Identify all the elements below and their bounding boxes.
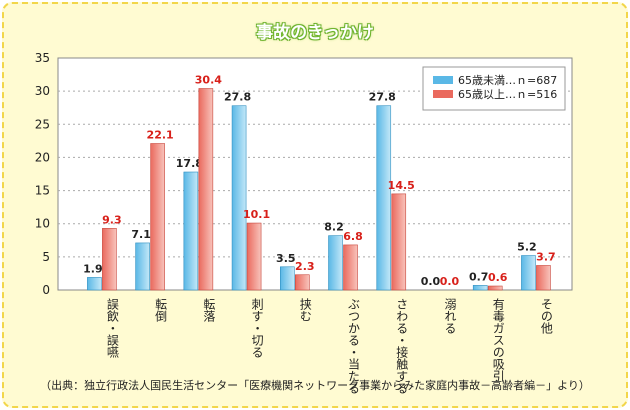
data-label: 0.0 <box>421 275 441 288</box>
x-tick-label: 転落 <box>201 298 216 322</box>
x-tick-label: ぶつかる・当たる <box>346 298 361 394</box>
bar <box>135 242 150 291</box>
y-tick-label: 20 <box>35 150 50 164</box>
x-tick-label: 転倒 <box>153 298 168 322</box>
data-label: 5.2 <box>517 241 537 254</box>
legend-label: 65歳以上…ｎ=516 <box>458 88 557 101</box>
x-tick-label: 挟む <box>298 298 313 322</box>
bar <box>536 265 551 291</box>
data-label: 7.1 <box>131 228 151 241</box>
bar <box>150 143 165 291</box>
bar <box>246 222 262 291</box>
data-label: 22.1 <box>147 129 174 142</box>
data-label: 27.8 <box>224 91 251 104</box>
data-label: 9.3 <box>102 213 122 226</box>
legend-swatch <box>433 76 453 84</box>
bar <box>231 105 247 291</box>
bar <box>279 266 295 291</box>
data-label: 2.3 <box>295 260 315 273</box>
x-tick-label: 誤飲・誤嚥 <box>105 298 120 358</box>
x-tick-label: 溺れる <box>442 298 457 334</box>
bar <box>183 171 199 291</box>
data-label: 17.8 <box>176 157 203 170</box>
bar <box>102 228 117 291</box>
legend-swatch <box>433 90 453 98</box>
x-tick-label: その他 <box>539 298 554 334</box>
data-label: 3.5 <box>276 252 296 265</box>
bar <box>472 285 488 291</box>
data-label: 3.7 <box>536 250 556 263</box>
data-label: 8.2 <box>324 221 344 234</box>
data-label: 0.7 <box>469 270 489 283</box>
data-label: 27.8 <box>369 91 396 104</box>
data-label: 0.0 <box>440 275 460 288</box>
y-tick-label: 35 <box>35 51 50 65</box>
bar <box>294 274 310 291</box>
bar <box>487 285 503 291</box>
bar <box>198 88 214 291</box>
bar <box>343 244 358 291</box>
y-tick-label: 5 <box>42 250 50 264</box>
y-tick-label: 10 <box>35 217 50 231</box>
x-tick-label: さわる・接触する <box>394 298 409 394</box>
data-label: 14.5 <box>388 179 415 192</box>
data-label: 0.6 <box>488 271 508 284</box>
source-note: （出典：独立行政法人国民生活センター「医療機関ネットワーク事業からみた家庭内事故… <box>40 379 590 392</box>
bar <box>391 193 407 291</box>
x-tick-label: 刺す・切る <box>250 298 265 358</box>
bar <box>521 255 536 291</box>
data-label: 30.4 <box>195 73 222 86</box>
data-label: 1.9 <box>83 262 103 275</box>
y-tick-label: 25 <box>35 117 50 131</box>
x-tick-label: 有毒ガスの吸引 <box>491 298 506 382</box>
data-label: 10.1 <box>243 208 270 221</box>
y-tick-label: 0 <box>42 283 50 297</box>
chart-title: 事故のきっかけ <box>256 23 374 43</box>
legend-label: 65歳未満…ｎ=687 <box>458 74 557 87</box>
bar <box>328 235 343 291</box>
y-tick-label: 30 <box>35 84 50 98</box>
y-tick-label: 15 <box>35 184 50 198</box>
bar <box>87 277 102 291</box>
bar <box>376 105 392 291</box>
data-label: 6.8 <box>343 230 363 243</box>
